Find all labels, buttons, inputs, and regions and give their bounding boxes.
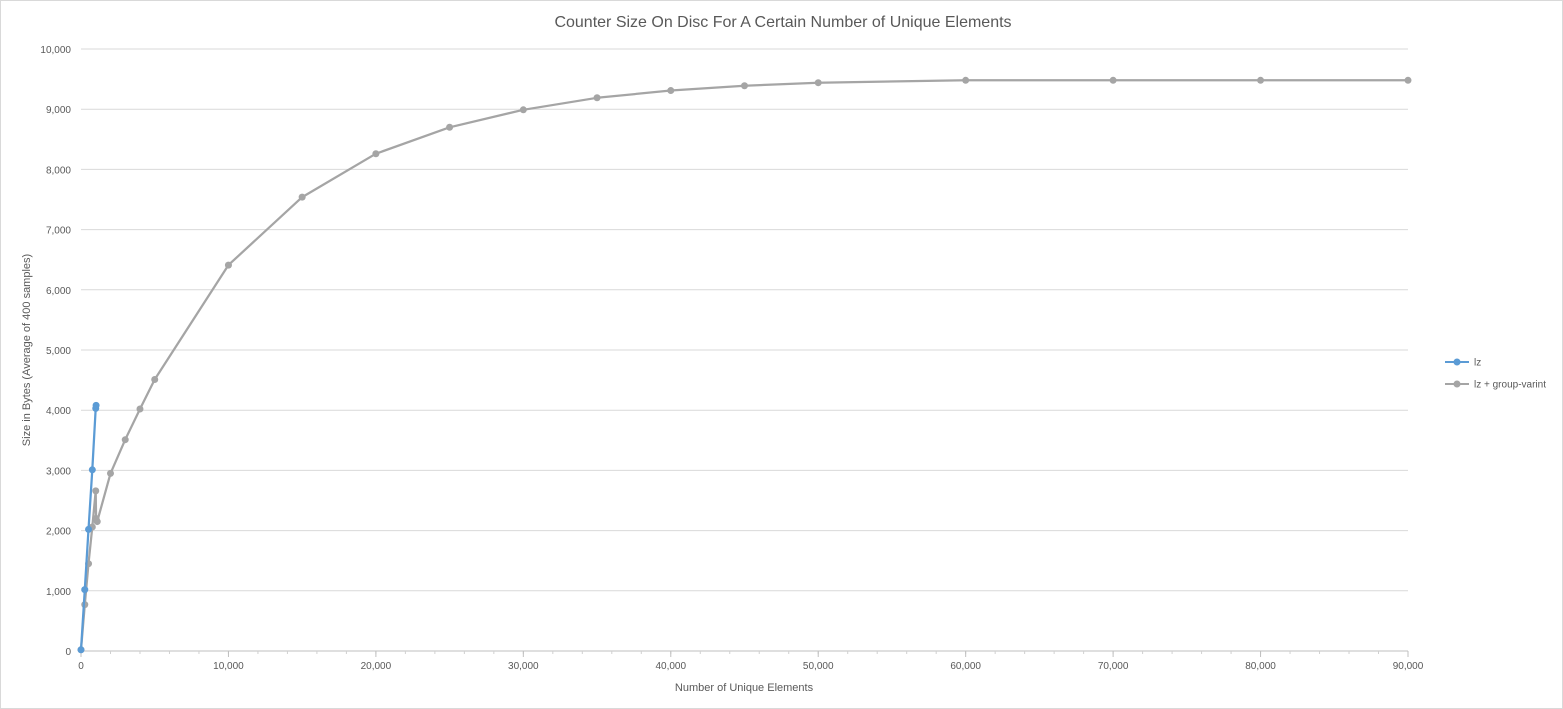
data-point <box>1404 76 1412 84</box>
y-tick-label: 3,000 <box>46 466 71 477</box>
data-point <box>92 401 100 409</box>
data-point <box>372 150 380 158</box>
x-tick-label: 50,000 <box>803 661 834 672</box>
x-axis-label: Number of Unique Elements <box>675 682 814 694</box>
y-tick-label: 4,000 <box>46 406 71 417</box>
gridlines <box>81 48 1408 592</box>
x-tick-label: 30,000 <box>508 661 539 672</box>
y-tick-label: 0 <box>65 647 71 658</box>
data-point <box>741 82 748 90</box>
data-point <box>1109 76 1117 84</box>
series-1 <box>77 76 1412 654</box>
x-tick-label: 70,000 <box>1098 661 1129 672</box>
y-tick-label: 9,000 <box>46 105 71 116</box>
x-tick-label: 40,000 <box>655 661 686 672</box>
y-tick-label: 8,000 <box>46 165 71 176</box>
legend-label: lz <box>1474 358 1481 369</box>
data-point <box>106 469 114 477</box>
data-point <box>814 79 822 87</box>
y-tick-label: 6,000 <box>46 286 71 297</box>
data-point <box>121 436 129 444</box>
data-point <box>88 466 96 474</box>
x-tick-label: 60,000 <box>950 661 981 672</box>
data-point <box>85 525 93 533</box>
y-axis-label: Size in Bytes (Average of 400 samples) <box>21 254 33 446</box>
y-tick-label: 10,000 <box>40 45 71 56</box>
x-tick-label: 0 <box>78 661 84 672</box>
data-point <box>136 405 144 413</box>
data-point <box>93 518 101 526</box>
data-point <box>81 586 89 594</box>
data-point <box>519 106 527 114</box>
data-point <box>224 261 232 269</box>
x-tick-label: 80,000 <box>1245 661 1276 672</box>
y-tick-label: 1,000 <box>46 587 71 598</box>
legend-swatch-marker <box>1453 358 1461 366</box>
data-point <box>298 193 306 201</box>
x-tick-label: 90,000 <box>1393 661 1424 672</box>
series-0 <box>77 401 100 654</box>
data-point <box>1257 76 1265 84</box>
data-point <box>667 87 675 95</box>
y-tick-label: 5,000 <box>46 346 71 357</box>
x-tick-label: 20,000 <box>361 661 392 672</box>
data-point <box>77 646 85 654</box>
legend-label: lz + group-varint <box>1474 380 1546 391</box>
data-point <box>151 375 159 383</box>
legend: lz lz + group-varint <box>1445 358 1546 391</box>
data-point <box>446 123 454 131</box>
axes: 0 1,000 2,000 3,000 4,000 5,000 6,000 7,000 8,00… <box>40 45 1423 672</box>
y-tick-label: 2,000 <box>46 527 71 538</box>
data-point <box>962 76 970 84</box>
data-point <box>593 94 601 102</box>
series-layer <box>77 76 1412 654</box>
y-tick-label: 7,000 <box>46 226 71 237</box>
data-point <box>92 487 100 495</box>
chart-title: Counter Size On Disc For A Certain Numbe… <box>554 14 1011 31</box>
x-tick-label: 10,000 <box>213 661 244 672</box>
series-line <box>79 79 1410 651</box>
legend-swatch-marker <box>1453 380 1461 388</box>
